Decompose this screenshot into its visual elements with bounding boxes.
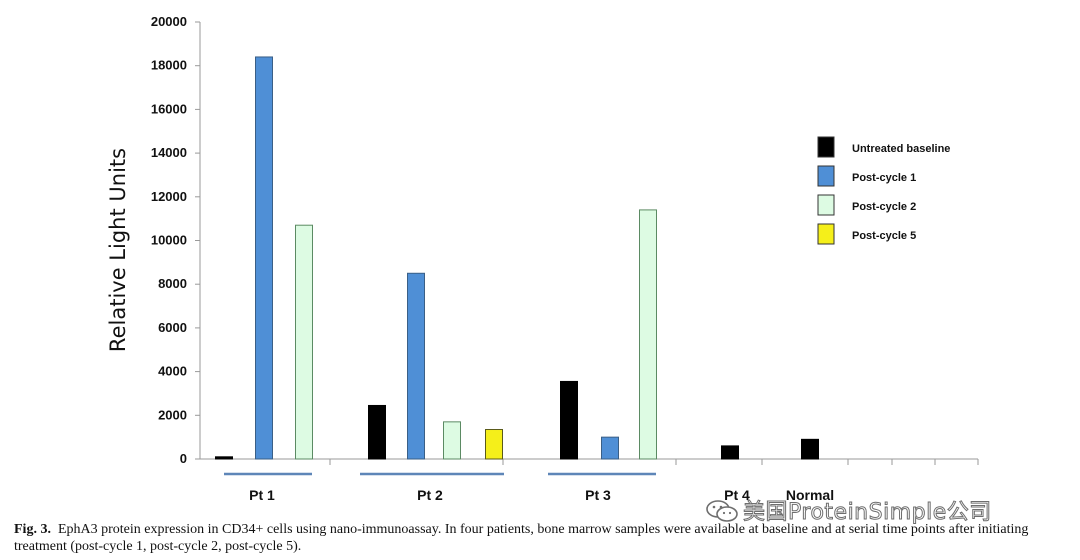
watermark-text: 美国ProteinSimple公司 [743,500,992,526]
y-tick-label: 6000 [158,320,187,335]
bar-pt-1-untreated-baseline [215,456,233,460]
legend-label: Post-cycle 1 [852,172,916,184]
y-axis: 0 2000 4000 6000 8000 10000 12000 14000 16000 180… [151,14,201,466]
legend: Untreated baseline Post-cycle 1 Post-cycle… [817,136,950,245]
legend-label: Untreated baseline [852,143,950,155]
bar-pt-2-post-cycle-2 [443,421,461,460]
bar-pt-3-post-cycle-2 [639,209,657,460]
y-tick-label: 2000 [158,407,187,422]
legend-swatch-post-cycle-2 [817,194,835,216]
bar-pt-3-post-cycle-1 [601,436,619,460]
bars [215,56,819,460]
y-tick-label: 12000 [151,189,187,204]
group-label: Pt 2 [417,487,443,503]
caption-text: EphA3 protein expression in CD34+ cells … [14,522,1029,554]
y-tick-label: 14000 [151,145,187,160]
group-label: Pt 1 [249,487,275,503]
legend-swatch-post-cycle-5 [817,223,835,245]
y-tick-label: 4000 [158,364,187,379]
bar-pt-1-post-cycle-1 [255,56,273,460]
group-label: Normal [786,487,834,503]
y-tick-label: 10000 [151,233,187,248]
bar-normal-untreated-baseline [801,438,819,460]
legend-label: Post-cycle 2 [852,201,916,213]
figure-caption: Fig. 3. EphA3 protein expression in CD34… [14,521,1074,555]
group-label: Pt 3 [585,487,611,503]
group-label: Pt 4 [724,487,750,503]
y-tick-label: 18000 [151,58,187,73]
y-tick-label: 8000 [158,276,187,291]
wechat-icon [706,500,738,522]
bar-pt-3-untreated-baseline [560,380,578,460]
watermark: 美国ProteinSimple公司 [705,494,992,526]
bar-chart: 0 2000 4000 6000 8000 10000 12000 14000 16000 180… [106,14,979,503]
bar-pt-2-post-cycle-5 [485,429,503,460]
legend-label: Post-cycle 5 [852,230,916,242]
x-axis [200,458,979,465]
bar-pt-2-untreated-baseline [368,404,386,460]
group-labels: Pt 1 Pt 2 Pt 3 Pt 4 Normal [224,472,834,503]
y-tick-label: 0 [180,451,187,466]
bar-pt-4-untreated-baseline [721,445,739,460]
y-tick-label: 16000 [151,101,187,116]
y-tick-label: 20000 [151,14,187,29]
y-axis-label: Relative Light Units [106,148,130,352]
legend-swatch-post-cycle-1 [817,165,835,187]
bar-pt-1-post-cycle-2 [295,224,313,460]
caption-label: Fig. 3. [14,522,51,537]
bar-pt-2-post-cycle-1 [407,272,425,460]
legend-swatch-untreated-baseline [817,136,835,158]
